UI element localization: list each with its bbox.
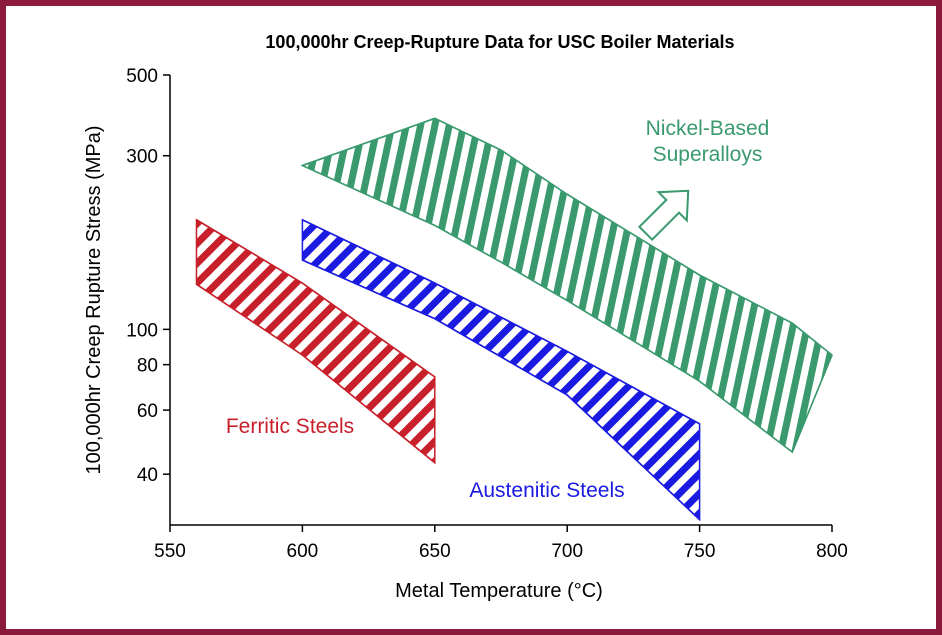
y-tick-label: 80 — [137, 356, 158, 377]
band-edge-lower — [302, 259, 701, 521]
band-edge-lower — [196, 283, 436, 464]
x-tick-label: 750 — [684, 541, 716, 562]
y-tick-label: 60 — [137, 401, 158, 422]
arrow — [638, 189, 690, 241]
y-tick-label: 500 — [126, 66, 158, 87]
y-tick-label: 40 — [137, 465, 158, 486]
x-axis-label: Metal Temperature (°C) — [395, 580, 603, 602]
series-label: Austenitic Steels — [469, 479, 625, 502]
x-tick-label: 700 — [551, 541, 583, 562]
band-edge-upper — [196, 219, 436, 378]
x-tick-label: 650 — [419, 541, 451, 562]
x-tick-label: 600 — [287, 541, 319, 562]
series-label: Nickel-Based Superalloys — [645, 117, 770, 166]
y-axis-label: 100,000hr Creep Rupture Stress (MPa) — [83, 125, 105, 474]
x-tick-label: 800 — [816, 541, 848, 562]
series-label: Ferritic Steels — [225, 415, 355, 438]
arrow-shape — [638, 189, 690, 241]
band-edge-upper — [302, 219, 700, 425]
x-tick-label: 550 — [154, 541, 186, 562]
y-tick-label: 300 — [126, 147, 158, 168]
band-edge-lower — [302, 164, 833, 454]
band-edge-upper — [302, 117, 833, 356]
y-tick-label: 100 — [126, 320, 158, 341]
chart-title: 100,000hr Creep-Rupture Data for USC Boi… — [265, 32, 734, 52]
